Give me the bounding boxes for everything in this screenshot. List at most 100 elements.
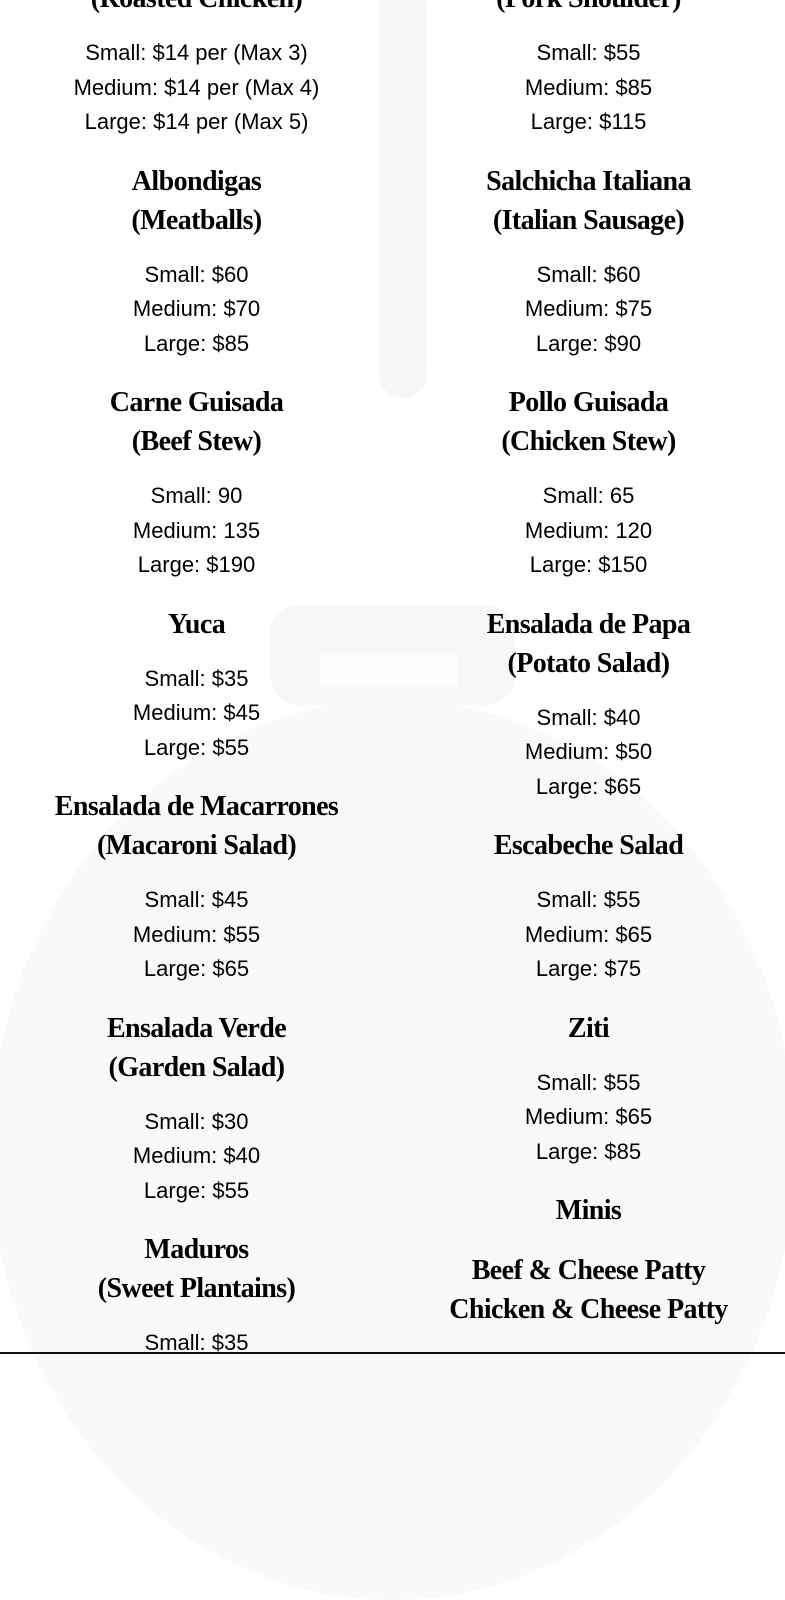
menu-item-title-line: (Garden Salad) bbox=[108, 1051, 286, 1083]
price-line: Large: $55 bbox=[143, 734, 250, 760]
menu-item-prices: Small: $60 Medium: $70 Large: $85 bbox=[0, 258, 393, 362]
menu-item-title: Ziti bbox=[392, 1009, 785, 1048]
menu-item-title-line: Escabeche Salad bbox=[493, 830, 684, 861]
price-line: Large: $190 bbox=[137, 552, 256, 577]
menu-item-title: Maduros (Sweet Plantains) bbox=[0, 1230, 393, 1308]
menu-item: Ensalada de Papa (Potato Salad) Small: $40… bbox=[392, 605, 785, 805]
menu-item-title: Carne Guisada (Beef Stew) bbox=[0, 383, 393, 461]
menu-item-title-line: (Italian Sausage) bbox=[492, 204, 685, 236]
menu-item-prices: Small: $60 Medium: $75 Large: $90 bbox=[392, 258, 785, 362]
price-line: Small: 90 bbox=[150, 483, 243, 508]
price-line: Large: $65 bbox=[535, 773, 642, 799]
price-line: Large: $115 bbox=[530, 109, 647, 134]
price-line: Medium: 135 bbox=[132, 517, 261, 543]
menu-item: Carne Guisada (Beef Stew) Small: 90 Medium:… bbox=[0, 383, 393, 583]
menu-item-title-line: Salchicha Italiana bbox=[486, 165, 691, 197]
menu-item-title: Albondigas (Meatballs) bbox=[0, 162, 393, 240]
price-line: Small: $55 bbox=[536, 887, 641, 912]
price-line: Small: $35 bbox=[144, 1330, 249, 1355]
price-line: Large: $65 bbox=[143, 956, 250, 981]
price-line: Medium: $40 bbox=[132, 1143, 261, 1168]
price-line: Small: $55 bbox=[536, 1069, 641, 1095]
price-line: Large: $150 bbox=[529, 552, 648, 577]
menu-item-title-line: (Sweet Plantains) bbox=[97, 1273, 296, 1304]
price-line: Small: 65 bbox=[542, 483, 635, 508]
menu-item-title-line: Ziti bbox=[567, 1012, 610, 1044]
price-line: Large: $90 bbox=[535, 330, 642, 356]
menu-item-prices: Small: $35 bbox=[0, 1326, 393, 1361]
price-line: Medium: $45 bbox=[132, 700, 261, 725]
menu-item-title: Ensalada de Papa (Potato Salad) bbox=[392, 605, 785, 683]
menu-item-title: Yuca bbox=[0, 605, 393, 644]
bottom-rule bbox=[0, 1352, 785, 1354]
mini-item: Chicken & Cheese Patty bbox=[449, 1294, 728, 1325]
menu-column-left: (Roasted Chicken) Small: $14 per (Max 3) M… bbox=[0, 0, 393, 1383]
menu-item-prices: Small: $55 Medium: $65 Large: $75 bbox=[392, 883, 785, 987]
menu-item-prices: Small: $45 Medium: $55 Large: $65 bbox=[0, 883, 393, 987]
menu-item-title-line: Ensalada de Macarrones bbox=[54, 791, 339, 822]
menu-item: Salchicha Italiana (Italian Sausage) Small… bbox=[392, 162, 785, 362]
price-line: Medium: $75 bbox=[524, 296, 653, 321]
menu-item-prices: Small: $40 Medium: $50 Large: $65 bbox=[392, 701, 785, 805]
menu-item: Ensalada Verde (Garden Salad) Small: $30 Me… bbox=[0, 1009, 393, 1209]
minis-section: Minis Beef & Cheese Patty Chicken & Chee… bbox=[392, 1191, 785, 1329]
menu-item: Ziti Small: $55 Medium: $65 Large: $85 bbox=[392, 1009, 785, 1170]
menu-item-title-line: (Pork Shoulder) bbox=[392, 0, 785, 18]
menu-item: Albondigas (Meatballs) Small: $60 Medium: $… bbox=[0, 162, 393, 362]
menu-item: (Roasted Chicken) Small: $14 per (Max 3) M… bbox=[0, 0, 393, 140]
price-line: Medium: $50 bbox=[524, 739, 653, 764]
price-line: Medium: $85 bbox=[524, 74, 653, 100]
menu-item-title-line: Albondigas bbox=[131, 165, 262, 197]
price-line: Medium: 120 bbox=[524, 517, 653, 543]
menu-item: Escabeche Salad Small: $55 Medium: $65 Larg… bbox=[392, 826, 785, 987]
menu-item-prices: Small: $55 Medium: $65 Large: $85 bbox=[392, 1066, 785, 1170]
menu-item-prices: Small: 90 Medium: 135 Large: $190 bbox=[0, 479, 393, 583]
minis-heading: Minis bbox=[555, 1195, 622, 1226]
price-line: Small: $45 bbox=[144, 887, 249, 912]
menu-item-title-line: Pollo Guisada bbox=[508, 387, 669, 418]
price-line: Large: $55 bbox=[143, 1177, 250, 1203]
menu-column-right: (Pork Shoulder) Small: $55 Medium: $85 Larg… bbox=[392, 0, 785, 1329]
menu-item: Pollo Guisada (Chicken Stew) Small: 65 Medi… bbox=[392, 383, 785, 583]
price-line: Small: $60 bbox=[144, 261, 249, 287]
menu-item-prices: Small: $30 Medium: $40 Large: $55 bbox=[0, 1105, 393, 1209]
price-line: Small: $14 per (Max 3) bbox=[85, 40, 308, 65]
menu-item-prices: Small: $14 per (Max 3) Medium: $14 per (M… bbox=[0, 36, 393, 140]
menu-item-title: (Pork Shoulder) bbox=[392, 0, 785, 18]
menu-item-title: (Roasted Chicken) bbox=[0, 0, 393, 18]
menu-item-title: Pollo Guisada (Chicken Stew) bbox=[392, 383, 785, 461]
mini-item: Beef & Cheese Patty bbox=[471, 1255, 706, 1286]
menu-item-title-line: (Meatballs) bbox=[131, 204, 262, 236]
price-line: Medium: $65 bbox=[524, 921, 653, 947]
menu-item-title: Escabeche Salad bbox=[392, 826, 785, 865]
price-line: Small: $35 bbox=[144, 665, 249, 691]
menu-item-title-line: Carne Guisada bbox=[109, 387, 284, 418]
menu-item-title-line: (Macaroni Salad) bbox=[96, 830, 297, 861]
menu-item-prices: Small: 65 Medium: 120 Large: $150 bbox=[392, 479, 785, 583]
menu-item: (Pork Shoulder) Small: $55 Medium: $85 Larg… bbox=[392, 0, 785, 140]
menu-item: Maduros (Sweet Plantains) Small: $35 bbox=[0, 1230, 393, 1361]
bottle-watermark bbox=[379, 0, 427, 398]
price-line: Large: $85 bbox=[535, 1138, 642, 1164]
menu-item-title: Salchicha Italiana (Italian Sausage) bbox=[392, 162, 785, 240]
menu-item-title-line: Ensalada de Papa bbox=[486, 608, 691, 640]
price-line: Medium: $55 bbox=[132, 921, 261, 947]
price-line: Small: $60 bbox=[536, 261, 641, 287]
menu-item-title-line: (Roasted Chicken) bbox=[0, 0, 393, 18]
price-line: Medium: $14 per (Max 4) bbox=[73, 74, 320, 100]
price-line: Large: $85 bbox=[143, 330, 250, 356]
menu-item: Yuca Small: $35 Medium: $45 Large: $55 bbox=[0, 605, 393, 766]
price-line: Medium: $70 bbox=[132, 296, 261, 321]
pot-lid-handle-watermark bbox=[320, 655, 458, 687]
menu-item-title-line: Maduros bbox=[144, 1234, 249, 1265]
price-line: Large: $14 per (Max 5) bbox=[84, 109, 309, 134]
menu-item: Ensalada de Macarrones (Macaroni Salad) Sm… bbox=[0, 787, 393, 987]
price-line: Small: $30 bbox=[144, 1108, 249, 1134]
menu-item-prices: Small: $55 Medium: $85 Large: $115 bbox=[392, 36, 785, 140]
menu-item-title-line: Ensalada Verde bbox=[106, 1012, 287, 1044]
menu-item-title-line: Yuca bbox=[167, 608, 226, 640]
price-line: Small: $40 bbox=[536, 704, 641, 730]
price-line: Large: $75 bbox=[535, 956, 642, 981]
menu-item-title: Ensalada Verde (Garden Salad) bbox=[0, 1009, 393, 1087]
menu-item-prices: Small: $35 Medium: $45 Large: $55 bbox=[0, 662, 393, 766]
